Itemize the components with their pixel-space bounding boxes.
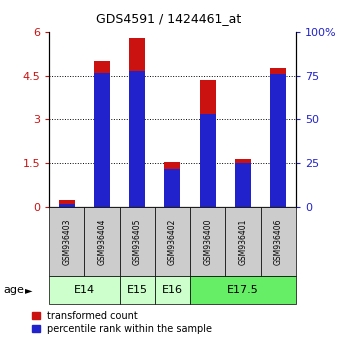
Bar: [270, 68, 286, 207]
Bar: [165, 169, 180, 207]
Text: E17.5: E17.5: [227, 285, 259, 295]
Text: GSM936406: GSM936406: [274, 218, 283, 265]
Text: GDS4591 / 1424461_at: GDS4591 / 1424461_at: [96, 12, 242, 25]
Bar: [165, 162, 180, 207]
Text: ►: ►: [25, 285, 33, 295]
Text: GSM936402: GSM936402: [168, 218, 177, 265]
Bar: [200, 80, 216, 207]
Text: E16: E16: [162, 285, 183, 295]
Bar: [129, 71, 145, 207]
Bar: [94, 73, 110, 207]
Text: GSM936403: GSM936403: [62, 218, 71, 265]
Bar: [59, 204, 75, 207]
Text: GSM936400: GSM936400: [203, 218, 212, 265]
Bar: [129, 38, 145, 207]
Text: GSM936405: GSM936405: [132, 218, 142, 265]
Text: GSM936404: GSM936404: [97, 218, 106, 265]
Text: GSM936401: GSM936401: [238, 218, 247, 265]
Text: age: age: [3, 285, 24, 295]
Text: E15: E15: [127, 285, 148, 295]
Bar: [94, 61, 110, 207]
Bar: [270, 74, 286, 207]
Text: E14: E14: [74, 285, 95, 295]
Bar: [235, 163, 251, 207]
Bar: [200, 114, 216, 207]
Bar: [59, 200, 75, 207]
Legend: transformed count, percentile rank within the sample: transformed count, percentile rank withi…: [32, 311, 213, 334]
Bar: [235, 159, 251, 207]
